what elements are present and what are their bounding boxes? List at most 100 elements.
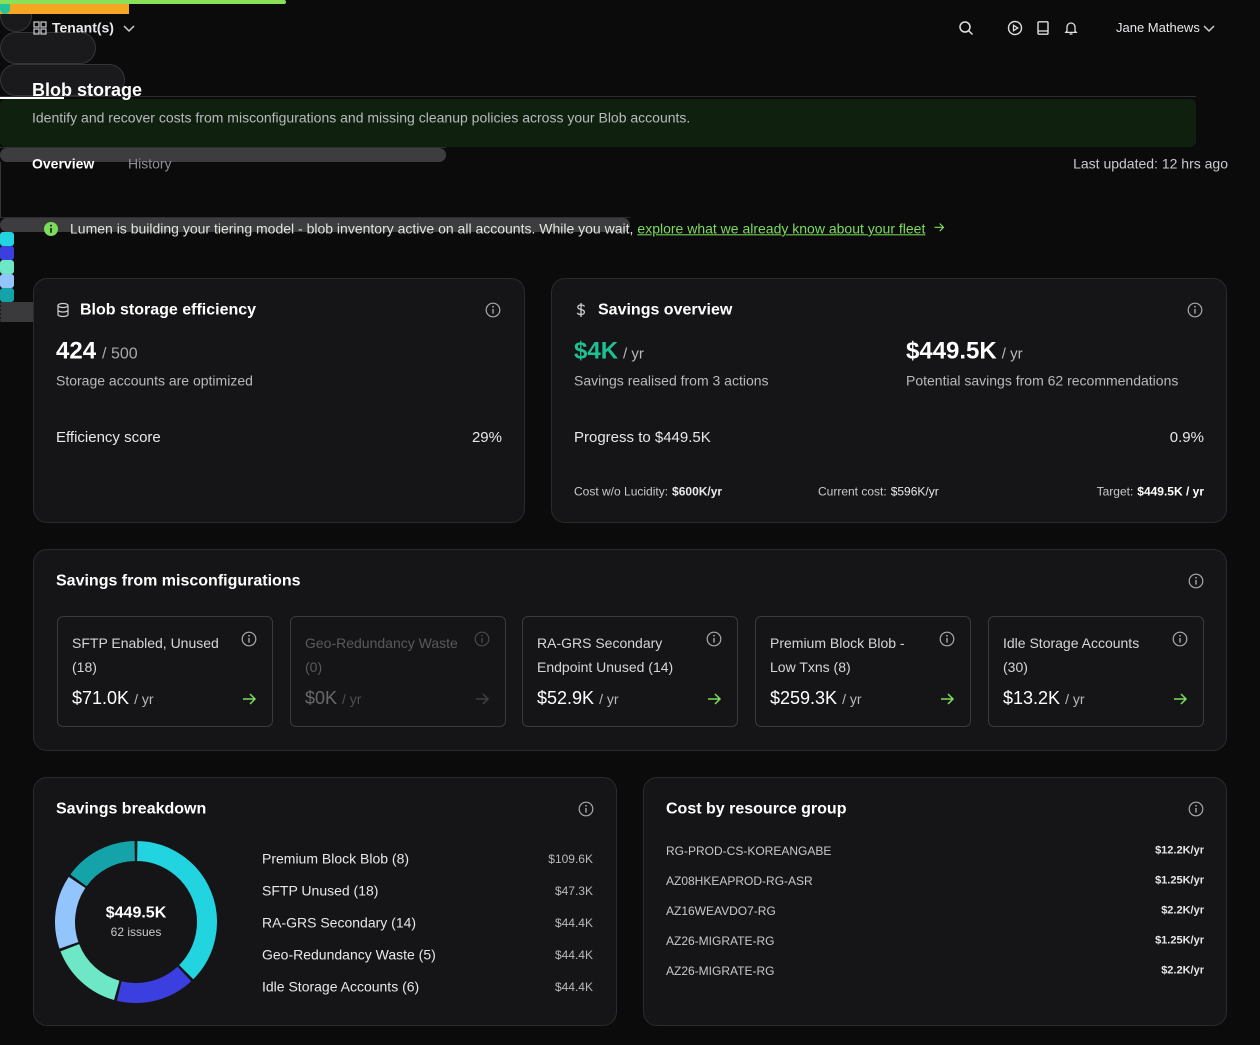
savings-icon <box>573 302 589 318</box>
icon-play <box>1012 24 1020 32</box>
notifications-button[interactable] <box>1063 20 1079 36</box>
tenant-selector[interactable]: Tenant(s) <box>52 19 114 36</box>
unit: / yr <box>842 691 862 708</box>
open-button[interactable] <box>706 691 722 707</box>
info-button[interactable] <box>1172 631 1188 647</box>
icon-arrow <box>1174 693 1188 705</box>
icon-info <box>1188 801 1204 817</box>
icon-search <box>959 21 974 36</box>
resource-name: AZ26-MIGRATE-RG <box>666 933 775 948</box>
amount: $0K <box>305 688 338 709</box>
caption: Potential savings from 62 recommendation… <box>906 372 1179 389</box>
info-button[interactable] <box>485 302 501 318</box>
icon-info <box>1179 634 1181 637</box>
card-title: Savings breakdown <box>56 800 207 818</box>
open-button[interactable] <box>241 691 257 707</box>
tab[interactable]: History <box>128 155 172 172</box>
realised-amount: $4K / yr <box>574 338 648 367</box>
user-menu[interactable] <box>0 64 125 96</box>
icon-db <box>57 302 69 309</box>
icon-info <box>1188 801 1204 817</box>
info-button[interactable] <box>1188 573 1204 589</box>
icon-info <box>1188 573 1204 589</box>
banner-arrow[interactable] <box>933 219 945 238</box>
icon-info <box>485 302 501 318</box>
amount: $13.2K <box>1003 688 1061 709</box>
page-subtitle: Identify and recover costs from misconfi… <box>32 109 691 126</box>
icon-info <box>241 631 257 647</box>
icon-arrow <box>708 693 722 705</box>
icon-info <box>1195 804 1197 807</box>
icon-info <box>1194 305 1196 308</box>
icon-info <box>1187 302 1203 318</box>
unit: / yr <box>342 691 362 708</box>
misconfig-item[interactable] <box>988 616 1204 727</box>
play-button[interactable] <box>1007 20 1023 36</box>
misconfig-item[interactable] <box>755 616 971 727</box>
legend-swatch <box>0 246 14 260</box>
unit: / yr <box>134 691 154 708</box>
resource-card <box>643 777 1227 1026</box>
icon-info <box>481 634 483 637</box>
icon-info <box>706 631 722 647</box>
misconfig-item <box>290 616 506 727</box>
last-updated: Last updated: 12 hrs ago <box>1073 155 1228 172</box>
resource-name: AZ08HKEAPROD-RG-ASR <box>666 873 813 888</box>
misconfig-item[interactable] <box>522 616 738 727</box>
search-icon[interactable] <box>958 20 974 36</box>
open-button[interactable] <box>939 691 955 707</box>
tab[interactable]: Overview <box>32 155 95 172</box>
card-title: Savings from misconfigurations <box>56 572 301 590</box>
banner-text: Lumen is building your tiering model - b… <box>70 220 634 237</box>
user-name[interactable]: Jane Mathews <box>1116 20 1200 36</box>
tab-underline <box>0 97 64 99</box>
info-button <box>474 631 490 647</box>
tenant-icon[interactable] <box>32 20 48 36</box>
value: $449.5K / yr <box>1137 484 1204 499</box>
donut-issues: 62 issues <box>110 924 162 939</box>
icon-arrow <box>941 693 955 705</box>
icon-info <box>1188 573 1204 589</box>
info-button[interactable] <box>1188 801 1204 817</box>
misconfig-item[interactable] <box>57 616 273 727</box>
arrow-icon <box>934 223 945 232</box>
open-button[interactable] <box>1172 691 1188 707</box>
docs-button[interactable] <box>1035 20 1051 36</box>
info-button[interactable] <box>241 631 257 647</box>
icon-info <box>1172 631 1188 647</box>
page-title: Blob storage <box>32 80 143 101</box>
item-name: RA-GRS Secondary Endpoint Unused (14) <box>537 635 674 675</box>
banner-link[interactable]: explore what we already know about your … <box>637 220 926 237</box>
divider <box>0 147 446 148</box>
icon-search <box>959 21 971 33</box>
item-name: Premium Block Blob - Low Txns (8) <box>770 635 905 675</box>
legend-label: Geo-Redundancy Waste (5) <box>262 946 436 963</box>
info-button[interactable] <box>939 631 955 647</box>
card-title: Savings overview <box>598 301 733 319</box>
resource-cost: $1.25K/yr <box>1155 874 1204 887</box>
info-button[interactable] <box>706 631 722 647</box>
tenant-chevron[interactable] <box>121 20 137 36</box>
resource-name: RG-PROD-CS-KOREANGABE <box>666 843 832 858</box>
icon-info <box>585 804 587 807</box>
icon-info <box>241 631 257 647</box>
info-button[interactable] <box>578 801 594 817</box>
icon-arrow <box>476 693 490 705</box>
icon-info <box>939 631 955 647</box>
unit: / yr <box>1065 691 1085 708</box>
icon-chev <box>1203 25 1215 33</box>
icon-book <box>1037 21 1049 35</box>
user-chevron[interactable] <box>1201 20 1217 36</box>
legend-value: $44.4K <box>554 947 593 962</box>
count: 424 <box>56 337 97 365</box>
amount: $4K <box>574 337 619 365</box>
icon-play <box>1007 20 1023 36</box>
icon-info <box>1172 631 1188 647</box>
card-title: Blob storage efficiency <box>80 301 257 319</box>
donut-segment <box>60 943 120 1000</box>
info-button[interactable] <box>1187 302 1203 318</box>
icon-info <box>578 801 594 817</box>
